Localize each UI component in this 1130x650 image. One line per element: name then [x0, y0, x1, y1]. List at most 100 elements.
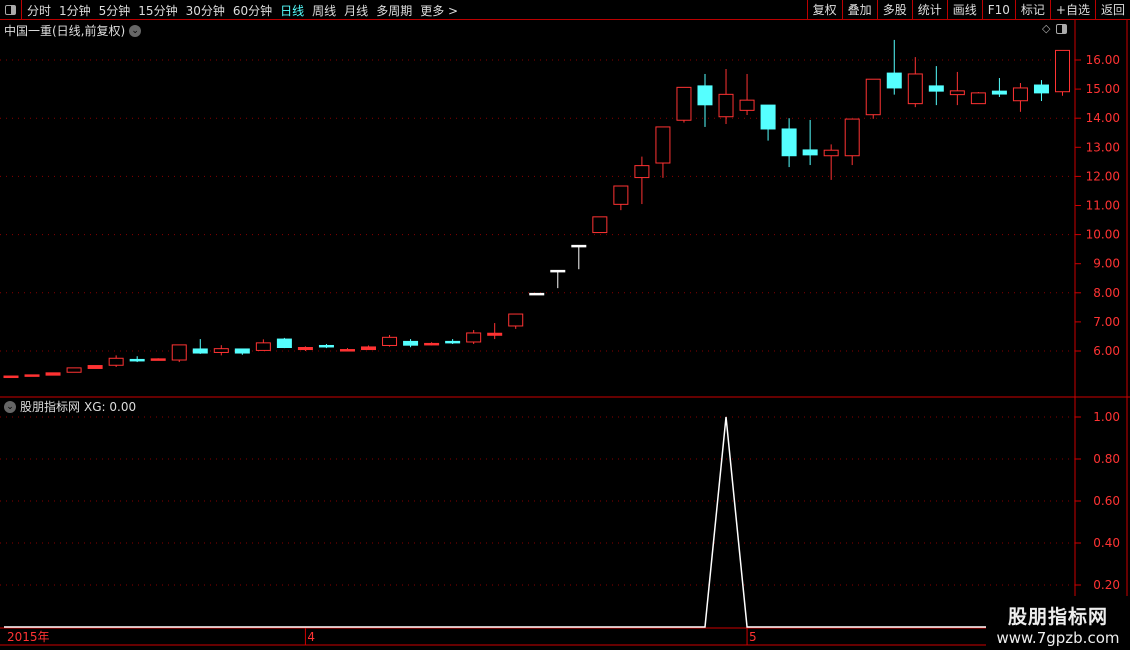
- date-tick-label: 2015年: [7, 630, 50, 644]
- diamond-icon[interactable]: ◇: [1042, 22, 1051, 35]
- candle-body: [339, 349, 355, 352]
- chart-corner-icons: ◇: [1042, 22, 1068, 35]
- panel-icon: [5, 5, 16, 15]
- price-tick-label: 13.00: [1086, 140, 1120, 154]
- price-tick-label: 6.00: [1093, 344, 1120, 358]
- indicator-tick-label: 1.00: [1093, 410, 1120, 424]
- candle-body: [24, 374, 40, 377]
- watermark-name: 股朋指标网: [1007, 606, 1108, 628]
- tab-period-3[interactable]: 15分钟: [138, 4, 178, 18]
- candle-body: [970, 92, 986, 105]
- candle-body: [382, 336, 398, 346]
- candle-body: [3, 375, 19, 379]
- candle-body: [571, 244, 587, 248]
- candle-body: [886, 72, 902, 89]
- candle-body: [424, 342, 440, 346]
- candle-body: [592, 216, 608, 234]
- candle-body: [297, 347, 313, 351]
- indicator-header: ⌄ 股朋指标网 XG: 0.00: [4, 398, 136, 415]
- price-tick-label: 10.00: [1086, 228, 1120, 242]
- tab-period-6[interactable]: 日线: [280, 4, 305, 18]
- candle-body: [550, 269, 566, 273]
- candle-body: [403, 340, 419, 346]
- tool-button-3[interactable]: 统计: [911, 0, 947, 20]
- tab-period-10[interactable]: 更多 >: [420, 4, 459, 18]
- watermark: 股朋指标网 www.7gpzb.com: [986, 596, 1130, 650]
- indicator-tick-label: 0.20: [1093, 578, 1120, 592]
- indicator-readout: XG: 0.00: [84, 399, 137, 414]
- candle-body: [844, 118, 860, 157]
- date-tick-label: 4: [307, 630, 315, 644]
- candle-body: [676, 86, 692, 121]
- tool-button-1[interactable]: 叠加: [841, 0, 877, 20]
- period-tabs: 分时 1分钟 5分钟 15分钟 30分钟 60分钟 日线 周线 月线 多周期 更多 >: [27, 2, 458, 19]
- price-tick-label: 14.00: [1086, 111, 1120, 125]
- candle-body: [318, 344, 334, 348]
- tool-button-4[interactable]: 画线: [946, 0, 982, 20]
- candle-body: [255, 342, 271, 351]
- candle-body: [1033, 84, 1049, 94]
- tab-period-7[interactable]: 周线: [312, 4, 337, 18]
- candle-body: [45, 372, 61, 376]
- chevron-down-icon[interactable]: ⌄: [129, 24, 142, 37]
- xg-line: [4, 416, 1063, 628]
- chevron-down-icon[interactable]: ⌄: [4, 400, 16, 413]
- tab-period-1[interactable]: 1分钟: [59, 4, 91, 18]
- candle-body: [87, 365, 103, 369]
- indicator-tick-label: 0.60: [1093, 494, 1120, 508]
- price-tick-label: 16.00: [1086, 53, 1120, 67]
- candle-body: [129, 358, 145, 362]
- candle-body: [697, 85, 713, 106]
- candle-body: [718, 93, 734, 118]
- candle-body: [108, 357, 124, 366]
- tab-period-5[interactable]: 60分钟: [232, 4, 273, 18]
- stock-header: 中国一重(日线,前复权) ⌄: [4, 22, 142, 39]
- price-tick-label: 15.00: [1086, 82, 1120, 96]
- candle-body: [781, 128, 797, 157]
- tool-buttons: 复权 叠加 多股 统计 画线 F10 标记 +自选 返回: [806, 0, 1130, 20]
- candle-body: [445, 340, 461, 344]
- panel-icon[interactable]: [1056, 23, 1068, 34]
- tool-button-7[interactable]: +自选: [1049, 0, 1095, 20]
- candle-body: [907, 73, 923, 105]
- candle-body: [823, 149, 839, 157]
- price-tick-label: 12.00: [1086, 169, 1120, 183]
- candle-body: [529, 292, 545, 296]
- tab-period-9[interactable]: 多周期: [376, 4, 413, 18]
- tab-period-4[interactable]: 30分钟: [185, 4, 225, 18]
- candle-body: [276, 338, 292, 349]
- candle-body: [865, 78, 881, 116]
- tool-button-0[interactable]: 复权: [806, 0, 842, 20]
- candle-body: [192, 348, 208, 354]
- candle-body: [150, 358, 166, 361]
- candle-body: [171, 344, 187, 361]
- price-tick-label: 7.00: [1093, 315, 1120, 329]
- candle-body: [739, 99, 755, 111]
- tab-period-8[interactable]: 月线: [344, 4, 369, 18]
- candle-body: [760, 104, 776, 130]
- candle-body: [949, 90, 965, 96]
- candle-body: [655, 126, 671, 164]
- candle-body: [613, 185, 629, 205]
- tab-period-0[interactable]: 分时: [27, 4, 52, 18]
- candle-body: [234, 348, 250, 354]
- tab-period-2[interactable]: 5分钟: [98, 4, 131, 18]
- candle-body: [802, 149, 818, 156]
- candle-body: [487, 332, 503, 336]
- panel-toggle-button[interactable]: [0, 0, 22, 20]
- candle-body: [466, 332, 482, 343]
- candle-body: [66, 367, 82, 373]
- tool-button-2[interactable]: 多股: [876, 0, 912, 20]
- tool-button-5[interactable]: F10: [981, 0, 1015, 20]
- candle-body: [991, 90, 1007, 95]
- price-tick-label: 9.00: [1093, 257, 1120, 271]
- indicator-name: 股朋指标网: [20, 400, 81, 414]
- candle-body: [361, 346, 377, 351]
- candle-body: [213, 348, 229, 353]
- price-tick-label: 11.00: [1086, 199, 1120, 213]
- watermark-url: www.7gpzb.com: [996, 629, 1120, 647]
- tool-button-8[interactable]: 返回: [1094, 0, 1130, 20]
- candle-body: [1012, 87, 1028, 102]
- tool-button-6[interactable]: 标记: [1014, 0, 1050, 20]
